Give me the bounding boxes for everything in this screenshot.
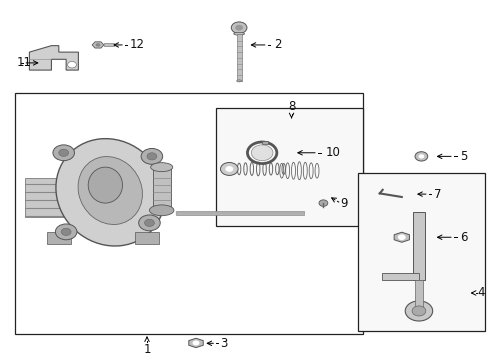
Bar bbox=[135, 232, 159, 244]
Text: 2: 2 bbox=[274, 39, 282, 51]
Text: 3: 3 bbox=[220, 337, 228, 350]
Circle shape bbox=[59, 149, 69, 156]
Ellipse shape bbox=[237, 80, 242, 82]
Polygon shape bbox=[394, 232, 410, 242]
Circle shape bbox=[96, 43, 100, 47]
Circle shape bbox=[319, 200, 328, 206]
Ellipse shape bbox=[78, 157, 143, 225]
Circle shape bbox=[147, 153, 157, 160]
Circle shape bbox=[231, 22, 247, 33]
Bar bbox=[262, 141, 268, 144]
Ellipse shape bbox=[151, 163, 172, 172]
Bar bbox=[24, 178, 98, 217]
Text: 5: 5 bbox=[461, 150, 468, 163]
Circle shape bbox=[53, 145, 74, 161]
Bar bbox=[15, 94, 363, 334]
Circle shape bbox=[220, 162, 238, 175]
Circle shape bbox=[145, 219, 154, 226]
Text: 9: 9 bbox=[341, 197, 348, 210]
Ellipse shape bbox=[234, 32, 245, 35]
Circle shape bbox=[398, 234, 406, 240]
Circle shape bbox=[235, 25, 243, 31]
Circle shape bbox=[251, 145, 273, 161]
Circle shape bbox=[139, 215, 160, 231]
Bar bbox=[415, 280, 423, 311]
Text: 10: 10 bbox=[326, 146, 341, 159]
Text: 1: 1 bbox=[143, 343, 151, 356]
Polygon shape bbox=[189, 338, 203, 348]
Circle shape bbox=[412, 306, 426, 316]
Bar bbox=[237, 34, 242, 81]
Circle shape bbox=[68, 62, 76, 68]
Circle shape bbox=[405, 301, 433, 321]
Polygon shape bbox=[92, 42, 104, 48]
Text: 4: 4 bbox=[478, 287, 485, 300]
Bar bbox=[104, 44, 114, 46]
Bar bbox=[382, 273, 419, 280]
Circle shape bbox=[415, 152, 428, 161]
Bar bbox=[47, 232, 71, 244]
Circle shape bbox=[193, 341, 199, 346]
Text: 8: 8 bbox=[288, 100, 295, 113]
Ellipse shape bbox=[149, 205, 174, 216]
Bar bbox=[176, 211, 304, 215]
Text: 12: 12 bbox=[130, 39, 145, 51]
Text: 7: 7 bbox=[434, 188, 441, 201]
Bar bbox=[358, 172, 485, 331]
Bar bbox=[413, 212, 425, 280]
Bar bbox=[216, 108, 363, 226]
Ellipse shape bbox=[56, 139, 165, 246]
Circle shape bbox=[225, 166, 233, 172]
Circle shape bbox=[418, 154, 424, 158]
Polygon shape bbox=[29, 46, 78, 70]
Text: 6: 6 bbox=[461, 231, 468, 244]
Circle shape bbox=[61, 228, 71, 235]
Bar bbox=[153, 167, 171, 210]
Circle shape bbox=[141, 148, 163, 164]
Ellipse shape bbox=[88, 167, 122, 203]
Circle shape bbox=[55, 224, 77, 240]
Text: 11: 11 bbox=[17, 57, 32, 69]
